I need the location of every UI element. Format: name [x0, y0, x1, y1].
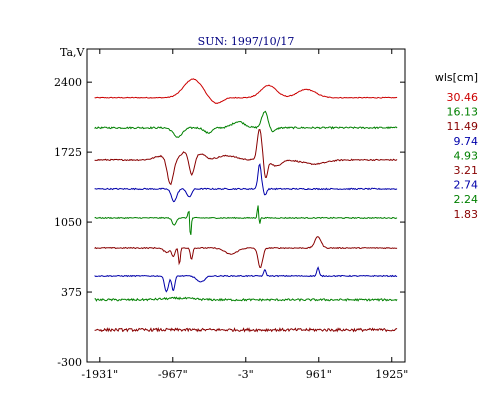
- x-tick-label: -967": [158, 368, 188, 381]
- x-tick-label: -1931": [81, 368, 118, 381]
- y-axis-label: Ta,V: [60, 46, 86, 59]
- legend-item: 1.83: [454, 208, 479, 221]
- series-line-9.74: [94, 163, 398, 203]
- legend-item: 2.74: [454, 179, 479, 192]
- x-tick-label: 1925": [375, 368, 408, 381]
- series-line-2.24: [94, 296, 398, 302]
- legend-item: 11.49: [447, 120, 479, 133]
- series-line-2.74: [94, 266, 398, 293]
- legend-item: 4.93: [454, 149, 479, 162]
- series-line-30.46: [94, 78, 398, 104]
- x-tick-label: 961": [306, 368, 332, 381]
- y-tick-label: 1050: [54, 216, 82, 229]
- series-line-16.13: [94, 110, 398, 138]
- y-tick-label: -300: [57, 356, 82, 369]
- series-line-11.49: [94, 129, 398, 186]
- series-group: [94, 78, 398, 333]
- plot-frame: [86, 48, 406, 363]
- series-line-1.83: [94, 327, 398, 333]
- chart-title: SUN: 1997/10/17: [198, 35, 295, 48]
- legend-item: 30.46: [447, 91, 479, 104]
- axes-group: 2400 1725 1050 375 -300-1931" -967" -3" 961" 192…: [54, 49, 408, 381]
- series-line-3.21: [94, 236, 398, 269]
- legend-item: 3.21: [454, 164, 479, 177]
- y-tick-label: 2400: [54, 76, 82, 89]
- legend-item: 16.13: [447, 106, 479, 119]
- series-line-4.93: [94, 205, 398, 236]
- x-tick-label: -3": [238, 368, 254, 381]
- legend-title: wls[cm]: [435, 71, 478, 84]
- y-tick-label: 375: [61, 286, 82, 299]
- legend-item: 2.24: [454, 193, 479, 206]
- y-tick-label: 1725: [54, 146, 82, 159]
- legend-item: 9.74: [454, 135, 479, 148]
